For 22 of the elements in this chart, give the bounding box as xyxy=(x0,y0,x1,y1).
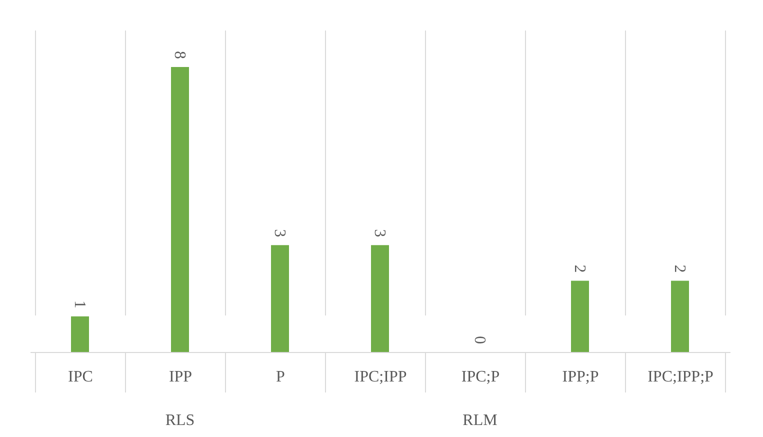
bar xyxy=(571,280,589,352)
bar xyxy=(671,280,689,352)
x-tick-label: IPC;IPP;P xyxy=(648,368,714,386)
x-tick-label: P xyxy=(276,368,286,386)
text: RLS xyxy=(165,412,195,429)
bar xyxy=(71,316,89,352)
x-tick-label: IPC xyxy=(68,368,93,386)
data-label: 8 xyxy=(171,51,188,59)
text: RLM xyxy=(462,412,498,429)
x-tick-label: IPC;P xyxy=(461,368,500,386)
x-tick-label: IPC;IPP xyxy=(354,368,407,386)
bar xyxy=(171,67,189,352)
data-label: 3 xyxy=(371,229,388,238)
x-tick-label: IPP xyxy=(168,368,192,386)
bar xyxy=(271,245,289,352)
bar xyxy=(371,245,389,352)
data-label: 0 xyxy=(471,336,488,344)
data-label: 2 xyxy=(571,264,588,273)
data-label: 1 xyxy=(71,300,88,308)
x-tick-label: IPP;P xyxy=(562,368,599,386)
data-label: 3 xyxy=(271,229,288,238)
data-label: 2 xyxy=(671,264,688,273)
